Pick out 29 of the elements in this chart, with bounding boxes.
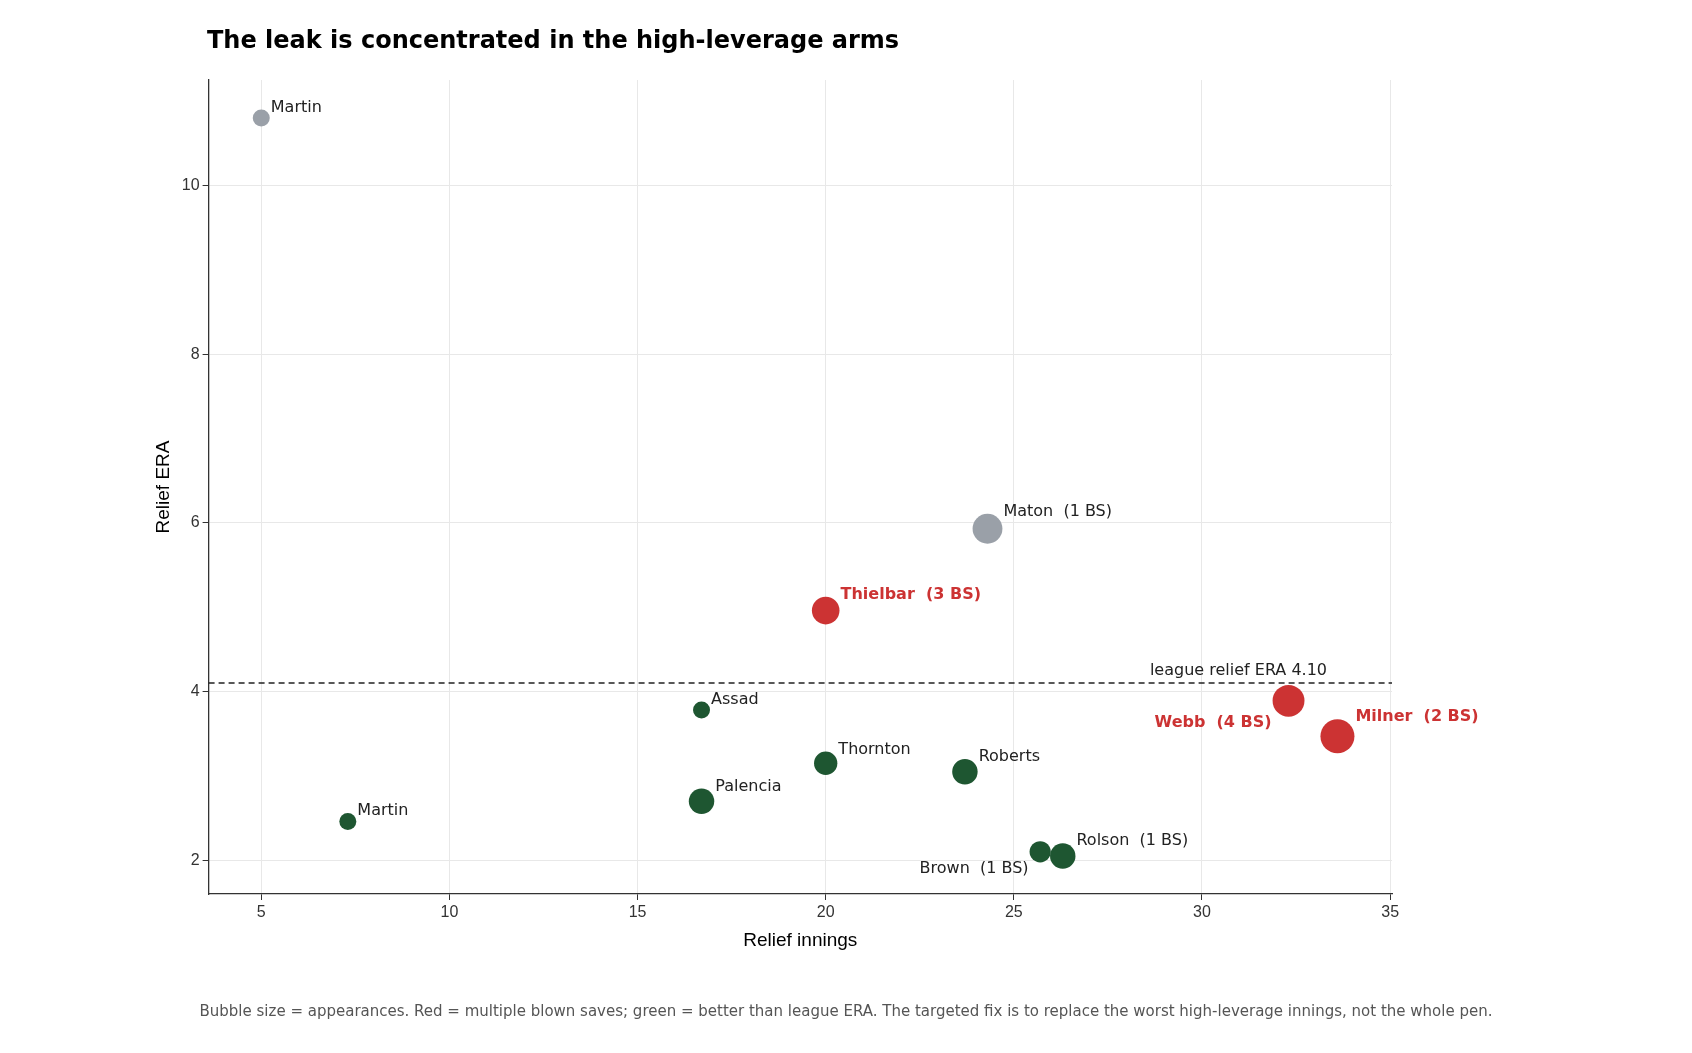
x-tick-label: 10 (440, 903, 459, 921)
text: Bubble size = appearances. Red = multiple blown saves; green = better than league ERA. The targeted fix is to replace the worst high-leverage innings, not the whole pen. (198, 1002, 1494, 1020)
annotation: Roberts (978, 746, 1041, 766)
annotation: Martin (270, 96, 322, 116)
x-tick-label: 5 (256, 903, 266, 921)
x-tick-label: 25 (1004, 903, 1023, 921)
x-tick-label: 15 (628, 903, 647, 921)
x-tick-label: 20 (816, 903, 835, 921)
annotation: Thornton (837, 738, 911, 758)
y-tick-label: 6 (190, 513, 200, 531)
y-tick-label: 8 (190, 344, 200, 362)
annotation: Milner (2 BS) (1355, 706, 1479, 726)
annotation: Assad (711, 688, 759, 708)
annotation: Brown (1 BS) (919, 857, 1029, 877)
annotation: Maton (1 BS) (1003, 500, 1113, 520)
y-tick-label: 4 (190, 681, 200, 699)
annotation: Webb (4 BS) (1154, 711, 1272, 731)
x-tick-label: 30 (1193, 903, 1211, 921)
y-axis-title: Relief ERA (151, 440, 173, 534)
annotation: Rolson (1 BS) (1076, 830, 1189, 850)
ref-line-label: league relief ERA 4.10 (1149, 660, 1327, 680)
chart-title: The leak is concentrated in the high-leverage arms (207, 26, 900, 54)
x-axis-title: Relief innings (743, 928, 858, 950)
annotation: Martin (357, 800, 409, 820)
x-tick-label: 35 (1381, 903, 1400, 921)
y-tick-label: 2 (190, 850, 200, 868)
annotation: Thielbar (3 BS) (840, 583, 981, 603)
annotation: Palencia (715, 775, 782, 795)
y-tick-label: 10 (181, 175, 200, 193)
